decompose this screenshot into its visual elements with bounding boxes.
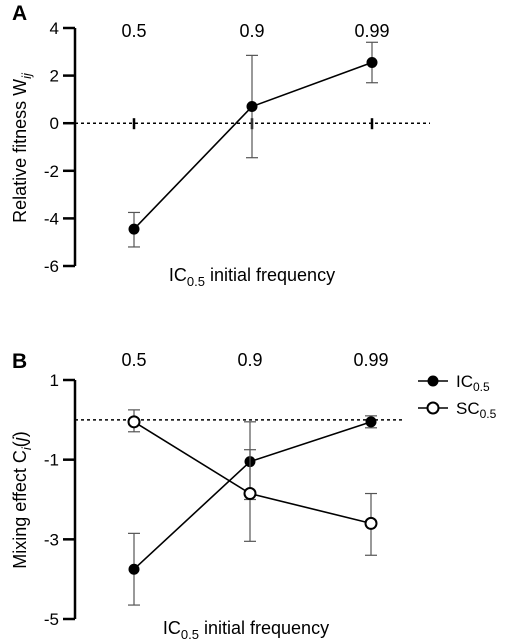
data-point-filled [128, 223, 140, 235]
y-axis-title: Relative fitness Wij [10, 72, 34, 223]
x-axis-title-sub: 0.5 [187, 274, 205, 289]
y-axis-title-paren-open: ( [10, 441, 30, 447]
data-point-open [127, 415, 141, 429]
category-label: 0.9 [237, 350, 262, 370]
legend-label-main: IC [456, 372, 473, 391]
legend-label: SC0.5 [456, 399, 497, 421]
x-axis-title-rest: initial frequency [199, 618, 329, 638]
y-tick-label: -4 [44, 209, 59, 228]
y-tick-label: -3 [44, 530, 59, 549]
x-axis-title-main: IC [169, 265, 187, 285]
category-label: 0.9 [239, 21, 264, 41]
data-point-filled [366, 57, 378, 69]
y-tick-label: -1 [44, 451, 59, 470]
series-line [133, 421, 372, 525]
y-axis-title-sub: ij [19, 72, 34, 79]
data-point-open [243, 487, 257, 501]
x-axis-title-rest: initial frequency [205, 265, 335, 285]
legend-label-main: SC [456, 399, 480, 418]
category-label: 0.5 [121, 350, 146, 370]
panel-letter: A [12, 2, 27, 25]
data-point-open [364, 516, 378, 530]
y-axis-title-paren-close: ) [10, 431, 30, 437]
y-axis-title-main: Mixing effect C [10, 450, 30, 569]
series-line [133, 61, 373, 230]
x-axis-title-sub: 0.5 [181, 627, 199, 642]
x-axis-title: IC0.5 initial frequency [169, 265, 335, 289]
series-sc05 [127, 409, 378, 556]
series-0 [128, 41, 378, 248]
data-point-filled [128, 563, 140, 575]
y-tick-label: -6 [44, 257, 59, 276]
y-tick-label: 0 [50, 114, 59, 133]
y-tick-label: 1 [50, 371, 59, 390]
y-axis-title-main: Relative fitness W [10, 79, 30, 223]
category-label: 0.99 [354, 21, 389, 41]
x-axis-title: IC0.5 initial frequency [163, 618, 329, 642]
category-label: 0.5 [121, 21, 146, 41]
category-label: 0.99 [353, 350, 388, 370]
y-tick-label: -5 [44, 610, 59, 629]
y-axis-title-sub: i [19, 446, 34, 450]
data-point-filled [246, 101, 258, 113]
legend-label: IC0.5 [456, 372, 490, 394]
legend-label-sub: 0.5 [480, 407, 497, 421]
legend-label-sub: 0.5 [473, 380, 490, 394]
legend-marker-filled [427, 375, 439, 387]
y-tick-label: 2 [50, 67, 59, 86]
series-ic05 [128, 415, 377, 606]
y-axis-title-italic: j [10, 436, 30, 444]
y-tick-label: 4 [50, 19, 59, 38]
data-point-filled [365, 416, 377, 428]
x-axis-title-main: IC [163, 618, 181, 638]
y-tick-label: -2 [44, 162, 59, 181]
panel-letter: B [12, 350, 27, 373]
y-axis-title: Mixing effect Ci(j) [10, 431, 34, 569]
legend-marker-open [426, 401, 440, 415]
